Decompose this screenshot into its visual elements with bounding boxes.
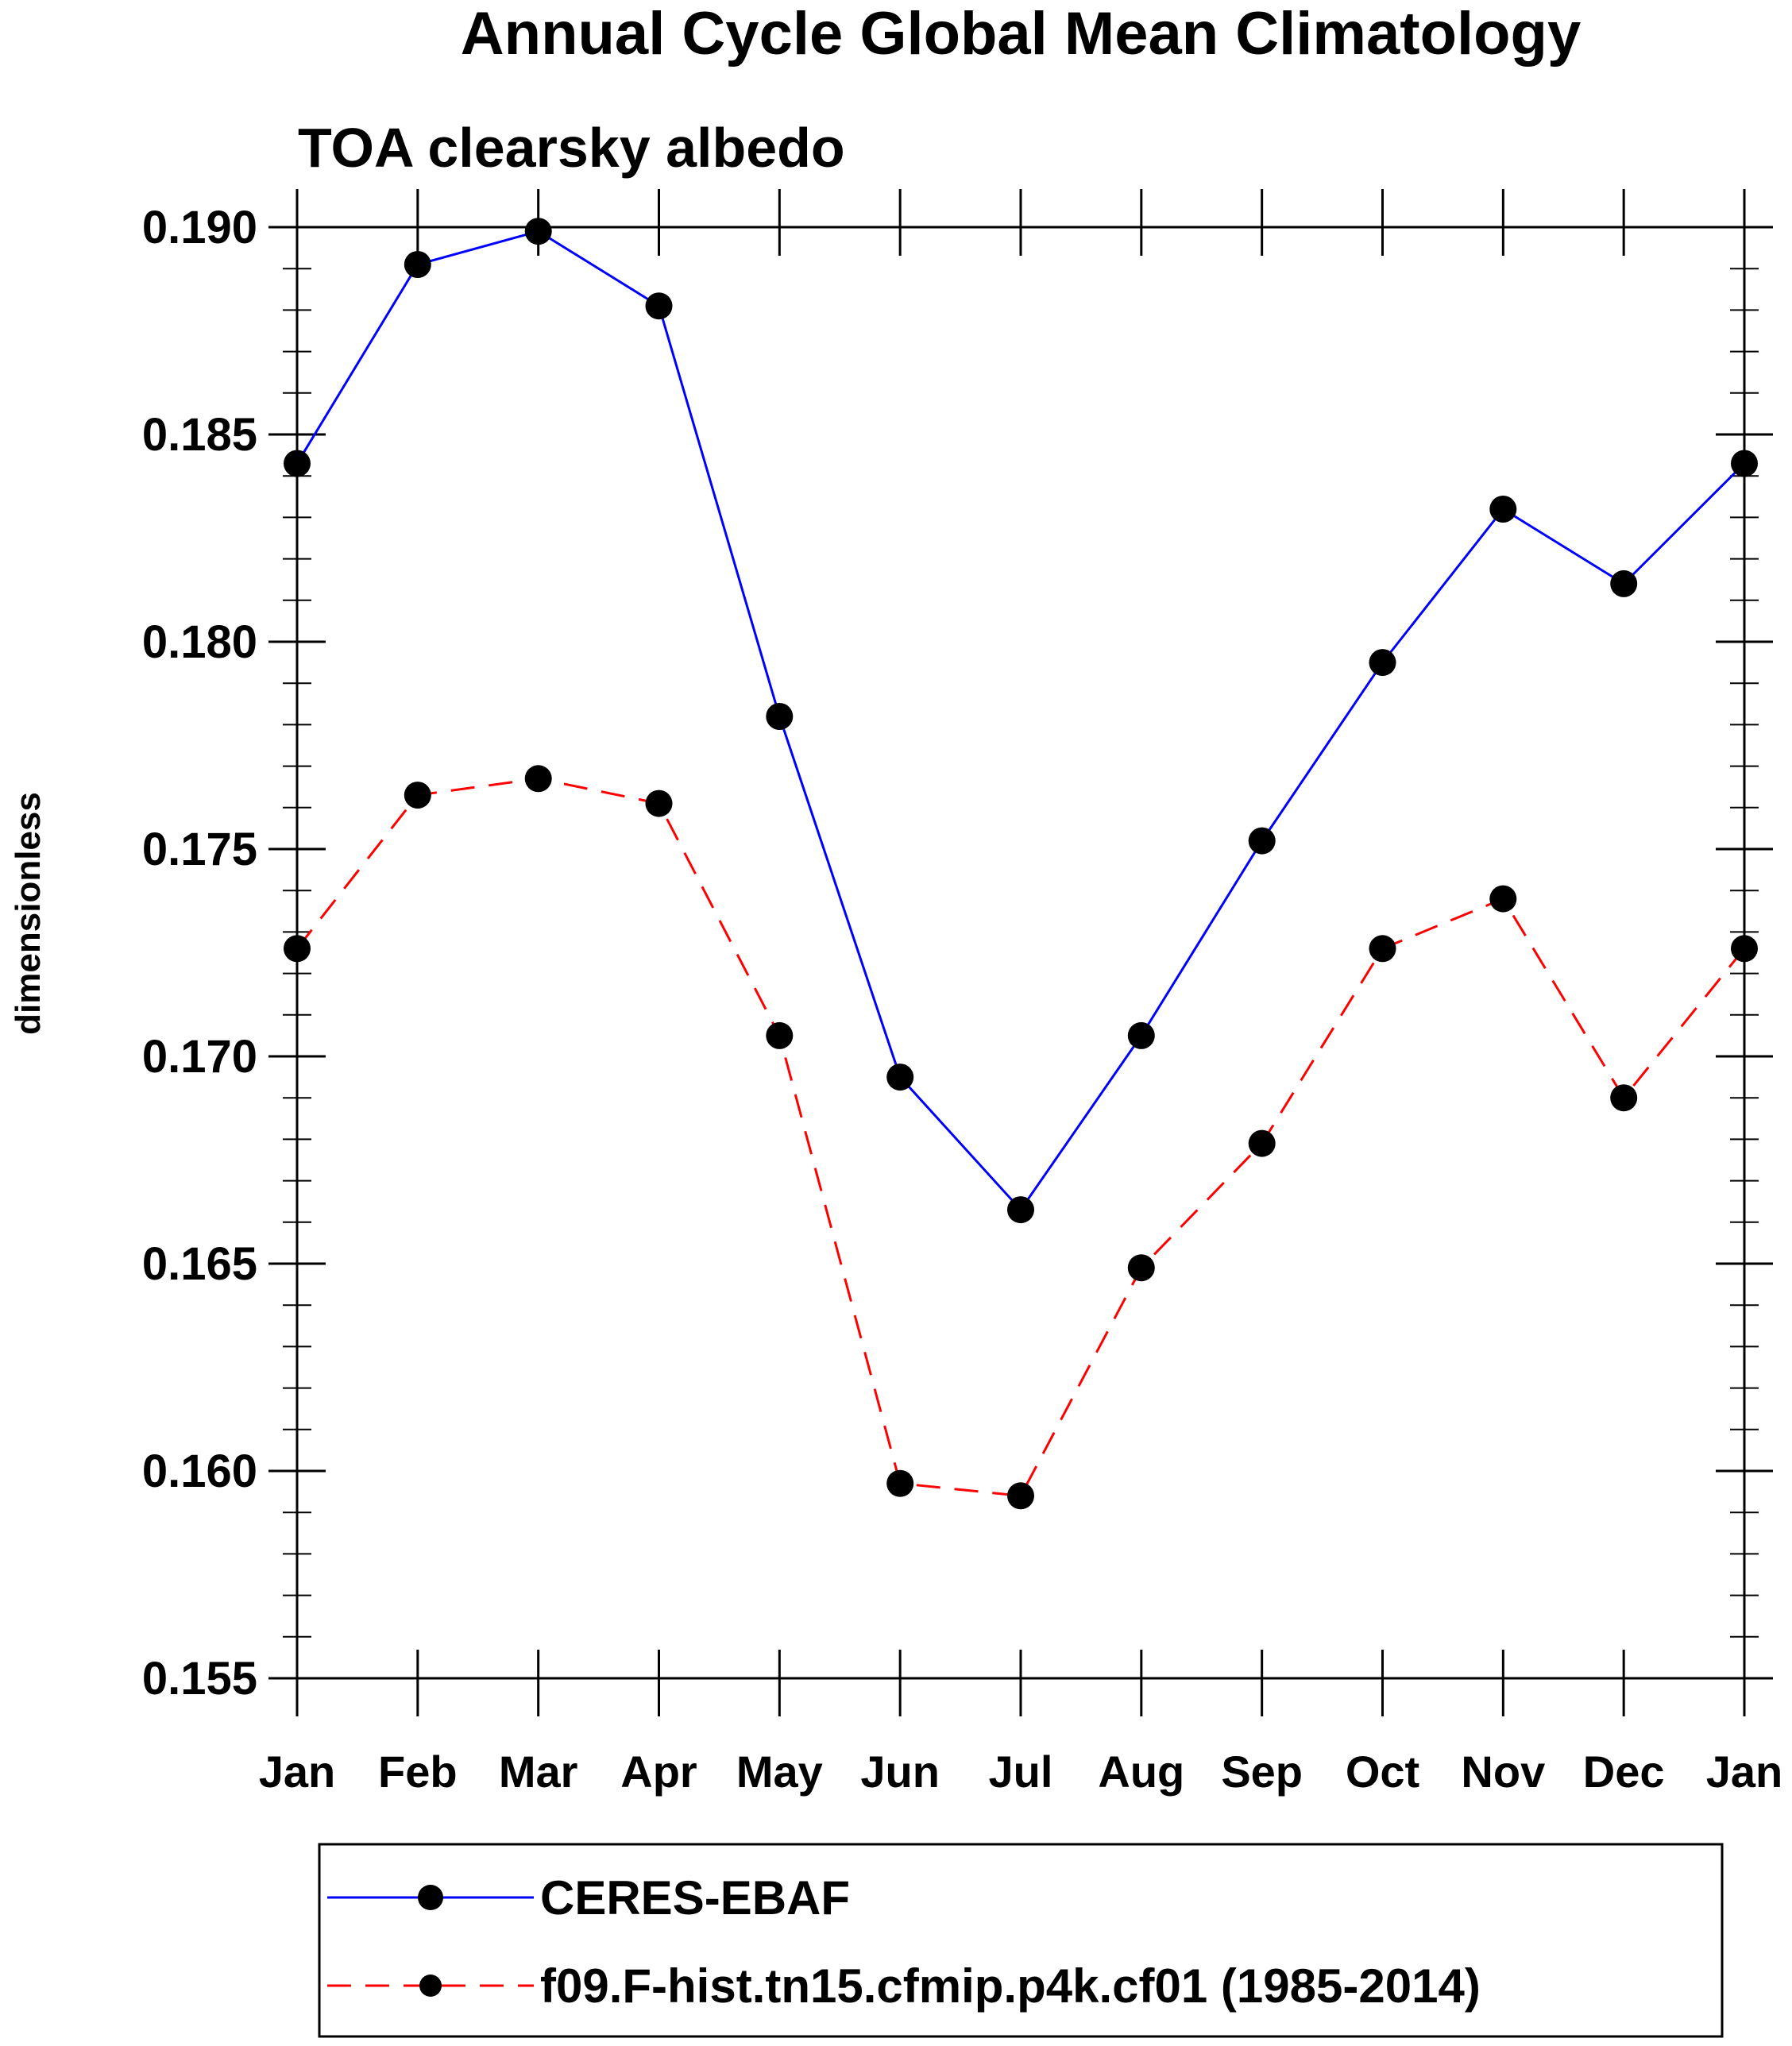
series-1-point	[524, 765, 552, 793]
series-line-1	[295, 777, 1746, 1497]
series-1-point	[1007, 1482, 1034, 1510]
series-0-point	[1127, 1021, 1155, 1049]
x-tick-label: Oct	[1346, 1747, 1419, 1797]
x-tick-label: Nov	[1461, 1747, 1545, 1797]
series-1-point	[766, 1021, 794, 1049]
series-1-point	[1489, 885, 1517, 913]
x-tick-label: Jul	[989, 1747, 1053, 1797]
series-0-point	[1007, 1196, 1034, 1224]
series-0-point	[404, 251, 431, 278]
x-tick-label: Sep	[1221, 1747, 1303, 1797]
legend: CERES-EBAF f09.F-hist.tn15.cfmip.p4k.cf0…	[318, 1843, 1724, 2038]
series-1-point	[886, 1469, 914, 1497]
series-line-0	[295, 230, 1746, 1212]
y-tick-label: 0.180	[142, 616, 257, 668]
series-0-point	[524, 218, 552, 245]
legend-marker-model	[419, 1975, 442, 1997]
plot-frame	[295, 226, 1746, 1680]
series-1-point	[1610, 1084, 1638, 1112]
x-tick-label: Dec	[1583, 1747, 1665, 1797]
chart-subtitle: TOA clearsky albedo	[298, 117, 845, 179]
y-tick-label: 0.155	[142, 1653, 257, 1704]
series-layer	[284, 218, 1758, 1510]
series-1-point	[1369, 935, 1396, 963]
series-1-point	[1248, 1129, 1276, 1157]
legend-label-ceres: CERES-EBAF	[540, 1871, 850, 1924]
series-0-point	[284, 450, 311, 477]
series-0-point	[1369, 649, 1396, 677]
legend-box	[318, 1843, 1724, 2038]
series-0-point	[1489, 496, 1517, 523]
x-tick-label: Jun	[860, 1747, 940, 1797]
series-0-point	[645, 292, 673, 320]
x-tick-label: Jan	[259, 1747, 336, 1797]
series-1-point	[645, 789, 673, 817]
series-1-point	[1127, 1254, 1155, 1282]
series-1-point	[404, 782, 431, 809]
series-0-point	[1248, 827, 1276, 855]
x-tick-label: Mar	[499, 1747, 578, 1797]
series-0-point	[1731, 450, 1758, 477]
y-tick-label: 0.185	[142, 409, 257, 461]
legend-label-model: f09.F-hist.tn15.cfmip.p4k.cf01 (1985-201…	[540, 1959, 1481, 2013]
x-tick-label: Aug	[1098, 1747, 1184, 1797]
x-tick-labels: Jan Feb Mar Apr May Jun Jul Aug Sep Oct Nov Dec Jan	[259, 1747, 1783, 1797]
y-tick-label: 0.165	[142, 1238, 257, 1290]
y-tick-labels: 0.190 0.185 0.180 0.175 0.170 0.165 0.160 0.155	[142, 202, 257, 1704]
chart-title: Annual Cycle Global Mean Climatology	[461, 0, 1581, 68]
series-0-point	[1610, 569, 1638, 597]
x-tick-label: Feb	[378, 1747, 458, 1797]
series-0-point	[766, 703, 794, 730]
y-axis-label: dimensionless	[9, 792, 48, 1035]
y-tick-label: 0.175	[142, 824, 257, 875]
x-tick-label: May	[736, 1747, 823, 1797]
series-1-point	[284, 935, 311, 963]
y-tick-label: 0.170	[142, 1031, 257, 1083]
x-tick-label: Jan	[1706, 1747, 1783, 1797]
y-tick-label: 0.190	[142, 202, 257, 253]
y-tick-label: 0.160	[142, 1446, 257, 1497]
series-1-point	[1731, 935, 1758, 963]
legend-marker-ceres	[418, 1885, 443, 1910]
series-0-point	[886, 1064, 914, 1091]
x-tick-label: Apr	[620, 1747, 697, 1797]
